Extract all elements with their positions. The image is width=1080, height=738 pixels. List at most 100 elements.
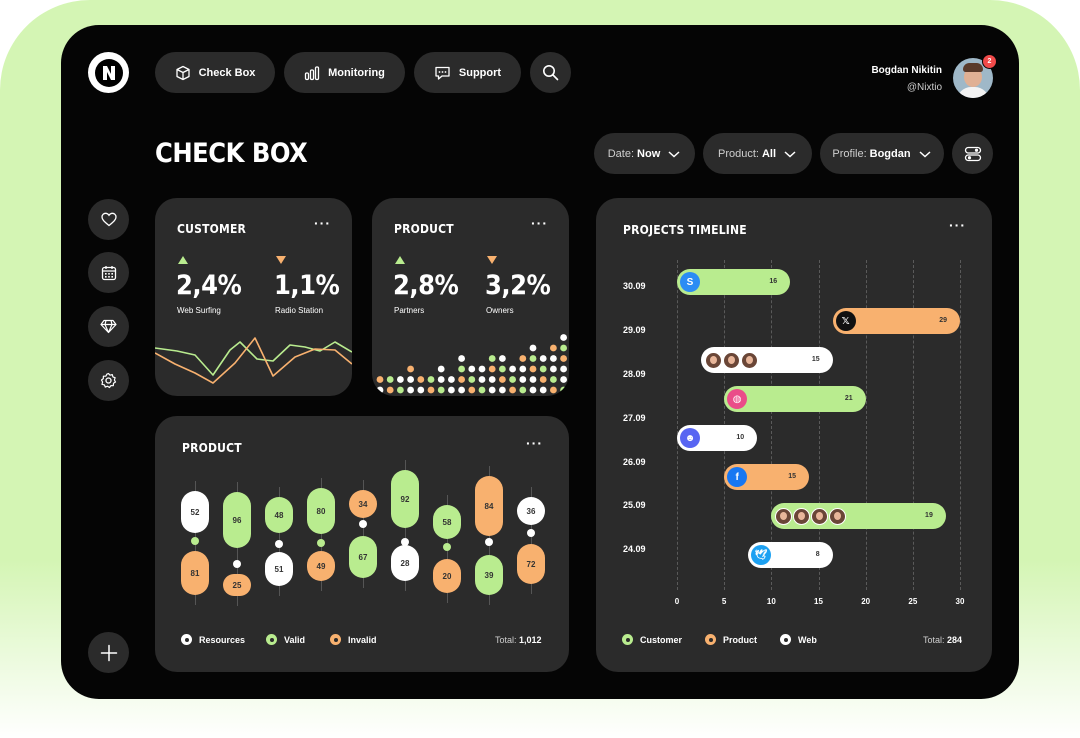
add-button[interactable] bbox=[88, 632, 129, 673]
product-bar-top[interactable]: 96 bbox=[223, 492, 251, 548]
search-button[interactable] bbox=[530, 52, 571, 93]
team-avatar bbox=[811, 507, 829, 525]
product-bar-bottom[interactable]: 25 bbox=[223, 574, 251, 596]
product-bar-top[interactable]: 58 bbox=[433, 505, 461, 539]
customer-card-title: CUSTOMER bbox=[177, 222, 247, 236]
timeline-day-label: 28.09 bbox=[623, 369, 646, 379]
team-avatar bbox=[704, 351, 722, 369]
product-chart-total: Total: 1,012 bbox=[495, 635, 542, 645]
timeline-axis-tick: 25 bbox=[908, 597, 918, 606]
product-bar-top[interactable]: 84 bbox=[475, 476, 503, 536]
product-chart-dot bbox=[275, 540, 283, 548]
total-label: Total: bbox=[495, 635, 517, 645]
nav-support-button[interactable]: Support bbox=[414, 52, 521, 93]
product-chart-more-icon[interactable]: ··· bbox=[526, 435, 543, 451]
sidebar-settings-button[interactable] bbox=[88, 360, 129, 401]
timeline-bar[interactable]: f 15 bbox=[724, 464, 810, 490]
user-handle: @Nixtio bbox=[906, 82, 942, 93]
product-chart-dot bbox=[443, 543, 451, 551]
date-filter-label: Date: bbox=[607, 147, 635, 160]
product-bar-bottom[interactable]: 67 bbox=[349, 536, 377, 578]
date-filter[interactable]: Date: Now bbox=[594, 133, 695, 174]
product-bar-bottom[interactable]: 49 bbox=[307, 551, 335, 581]
customer-stat1-label: Web Surfing bbox=[177, 306, 221, 315]
nav-check-box-label: Check Box bbox=[198, 66, 256, 79]
product-chart-title: PRODUCT bbox=[182, 441, 242, 455]
product-dot-matrix bbox=[376, 334, 567, 394]
timeline-bar[interactable]: ◍ 21 bbox=[724, 386, 866, 412]
legend-customer: Customer bbox=[622, 634, 682, 645]
timeline-more-icon[interactable]: ··· bbox=[949, 217, 966, 233]
logo[interactable] bbox=[88, 52, 129, 93]
product-bar-top[interactable]: 52 bbox=[181, 491, 209, 533]
profile-filter[interactable]: Profile: Bogdan bbox=[820, 133, 944, 174]
legend-resources: Resources bbox=[181, 634, 245, 645]
sidebar-calendar-button[interactable] bbox=[88, 252, 129, 293]
product-filter[interactable]: Product: All bbox=[703, 133, 812, 174]
timeline-bar[interactable]: 15 bbox=[700, 347, 833, 373]
timeline-bar[interactable]: 19 bbox=[771, 503, 946, 529]
product-chart-gridline bbox=[363, 480, 364, 588]
heart-icon bbox=[100, 212, 117, 227]
nav-support-label: Support bbox=[458, 66, 502, 79]
legend-resources-label: Resources bbox=[199, 634, 246, 645]
product-bar-bottom[interactable]: 51 bbox=[265, 552, 293, 586]
product-bar-bottom[interactable]: 28 bbox=[391, 545, 419, 581]
timeline-bar-value: 19 bbox=[925, 512, 933, 519]
timeline-gridline bbox=[677, 260, 678, 590]
timeline-title: PROJECTS TIMELINE bbox=[623, 223, 747, 237]
sidebar-premium-button[interactable] bbox=[88, 306, 129, 347]
notification-badge[interactable]: 2 bbox=[982, 54, 997, 69]
product-bar-top[interactable]: 36 bbox=[517, 497, 545, 525]
product-bar-bottom[interactable]: 20 bbox=[433, 559, 461, 593]
legend-valid: Valid bbox=[266, 634, 305, 645]
product-bar-top[interactable]: 80 bbox=[307, 488, 335, 534]
timeline-gridline bbox=[912, 260, 914, 590]
product-bar-bottom[interactable]: 81 bbox=[181, 551, 209, 595]
timeline-day-label: 25.09 bbox=[623, 500, 646, 510]
user-info: Bogdan Nikitin @Nixtio bbox=[871, 65, 942, 93]
dribbble-icon: ◍ bbox=[727, 389, 748, 409]
timeline-axis-tick: 5 bbox=[721, 597, 727, 606]
chat-icon bbox=[435, 66, 450, 80]
timeline-day-label: 29.09 bbox=[623, 325, 646, 335]
product-card-more-icon[interactable]: ··· bbox=[531, 215, 548, 231]
product-chart-dot bbox=[191, 537, 199, 545]
app-window: Check Box Monitoring Support Bogdan Niki… bbox=[61, 25, 1019, 699]
timeline-bar-value: 21 bbox=[844, 395, 853, 402]
timeline-day-label: 30.09 bbox=[623, 281, 646, 291]
toggle-settings-button[interactable] bbox=[952, 133, 993, 174]
total-value: 284 bbox=[947, 635, 963, 645]
customer-card-more-icon[interactable]: ··· bbox=[314, 215, 331, 231]
page-title: CHECK BOX bbox=[155, 138, 308, 169]
timeline-bar[interactable]: 𝕏 29 bbox=[832, 308, 960, 334]
shazam-icon: S bbox=[680, 272, 700, 292]
product-bar-bottom[interactable]: 72 bbox=[517, 544, 545, 584]
timeline-bar[interactable]: 🕊 8 bbox=[747, 542, 833, 568]
nav-check-box-button[interactable]: Check Box bbox=[155, 52, 275, 93]
customer-sparkline bbox=[155, 337, 352, 384]
timeline-axis-tick: 20 bbox=[861, 597, 871, 606]
product-chart-dot bbox=[233, 560, 241, 568]
product-bar-top[interactable]: 34 bbox=[349, 490, 377, 518]
timeline-bar-value: 29 bbox=[939, 317, 947, 324]
product-bar-top[interactable]: 92 bbox=[391, 470, 419, 528]
legend-web: Web bbox=[780, 634, 817, 645]
product-bar-top[interactable]: 48 bbox=[265, 497, 293, 533]
legend-customer-label: Customer bbox=[640, 634, 683, 645]
team-avatar bbox=[829, 507, 847, 525]
sidebar-favorites-button[interactable] bbox=[88, 199, 129, 240]
nav-monitoring-button[interactable]: Monitoring bbox=[284, 52, 405, 93]
total-label: Total: bbox=[923, 635, 945, 645]
timeline-bar[interactable]: S 16 bbox=[677, 269, 791, 295]
team-avatar bbox=[740, 351, 758, 369]
chevron-down-icon bbox=[668, 150, 680, 158]
chevron-down-icon bbox=[784, 150, 796, 158]
product-bar-bottom[interactable]: 39 bbox=[475, 555, 503, 595]
customer-stat2-value: 1,1% bbox=[274, 270, 340, 301]
timeline-bar[interactable]: ☻ 10 bbox=[677, 425, 758, 451]
chevron-down-icon bbox=[919, 150, 931, 158]
timeline-gridline bbox=[818, 260, 820, 590]
box-icon bbox=[175, 65, 190, 80]
timeline-axis-tick: 10 bbox=[766, 597, 776, 606]
